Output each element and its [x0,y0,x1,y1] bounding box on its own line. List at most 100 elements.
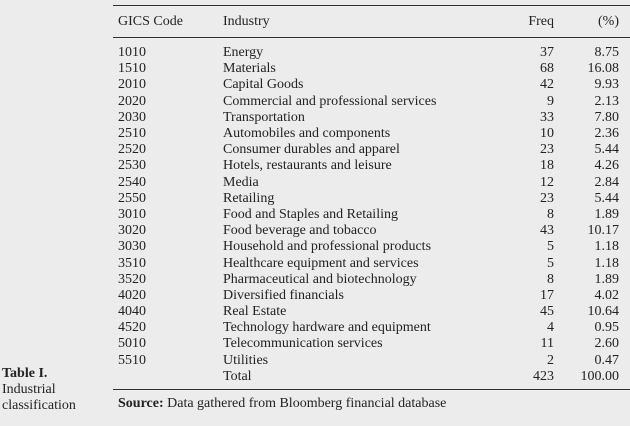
cell-percent: 4.26 [594,158,620,174]
table-row: 2510 Automobiles and components 10 2.36 [113,126,630,142]
cell-percent: 1.89 [594,206,620,222]
cell-code: 4040 [118,304,146,320]
header-gics-code: GICS Code [118,13,183,29]
cell-percent: 0.47 [594,352,620,368]
cell-percent: 1.89 [594,271,620,287]
cell-freq: 45 [540,304,554,320]
table-row: 3520 Pharmaceutical and biotechnology 8 … [113,272,630,288]
table-header: GICS Code Industry Freq (%) [113,6,630,37]
table-row: 2540 Media 12 2.84 [113,175,630,191]
cell-code: 3010 [118,206,146,222]
cell-industry: Automobiles and components [223,126,391,142]
cell-percent: 16.08 [587,61,620,77]
cell-code: 3510 [118,255,146,271]
table-row: 5510 Utilities 2 0.47 [113,353,630,369]
caption-line-1: Industrial [2,382,56,397]
table-row: 5010 Telecommunication services 11 2.60 [113,336,630,352]
table-row: 2530 Hotels, restaurants and leisure 18 … [113,158,630,174]
cell-percent: 10.64 [587,304,620,320]
header-industry: Industry [223,13,270,29]
bottom-rule [113,388,630,390]
cell-freq: 23 [540,142,554,158]
cell-freq: 4 [547,320,554,336]
table-row: 3510 Healthcare equipment and services 5… [113,255,630,271]
cell-code: 1010 [118,45,146,61]
cell-code: 2510 [118,126,146,142]
cell-freq: 43 [540,223,554,239]
cell-industry: Hotels, restaurants and leisure [223,158,392,174]
cell-industry: Materials [223,61,276,77]
source-note: Source: Data gathered from Bloomberg fin… [113,390,630,412]
table-row: 1510 Materials 68 16.08 [113,61,630,77]
header-percent: (%) [598,13,619,29]
cell-code: 2550 [118,190,146,206]
cell-percent: 10.17 [587,223,620,239]
cell-industry: Telecommunication services [223,336,383,352]
cell-percent: 2.60 [594,336,620,352]
cell-code: 5510 [118,352,146,368]
cell-percent: 9.93 [594,77,620,93]
cell-industry: Transportation [223,109,305,125]
top-rule [113,5,630,6]
table-row: 4020 Diversified financials 17 4.02 [113,288,630,304]
cell-freq: 37 [540,45,554,61]
header-rule [113,37,630,38]
cell-code: 2540 [118,174,146,190]
cell-freq: 9 [547,93,554,109]
cell-freq: 8 [547,271,554,287]
caption-title: Table I. [2,366,48,381]
cell-industry: Retailing [223,190,275,206]
cell-code: 5010 [118,336,146,352]
cell-percent: 0.95 [594,320,620,336]
cell-code: 2030 [118,109,146,125]
cell-code: 2520 [118,142,146,158]
cell-percent: 2.84 [594,174,620,190]
cell-percent: 8.75 [594,45,620,61]
cell-code: 2530 [118,158,146,174]
cell-code: 3030 [118,239,146,255]
cell-freq: 17 [540,287,554,303]
cell-freq: 42 [540,77,554,93]
table-row: 1010 Energy 37 8.75 [113,45,630,61]
cell-freq: 5 [547,239,554,255]
cell-percent: 1.18 [594,255,620,271]
table-row: 2010 Capital Goods 42 9.93 [113,77,630,93]
cell-industry: Energy [223,45,264,61]
cell-freq: 23 [540,190,554,206]
cell-freq: 68 [540,61,554,77]
table-row: 4040 Real Estate 45 10.64 [113,304,630,320]
caption-line-2: classification [2,398,76,413]
cell-percent: 7.80 [594,109,620,125]
cell-industry: Utilities [223,352,269,368]
cell-code: 3020 [118,223,146,239]
source-label: Source: [118,395,164,411]
cell-industry: Pharmaceutical and biotechnology [223,271,417,287]
cell-industry: Diversified financials [223,287,344,303]
cell-industry: Healthcare equipment and services [223,255,419,271]
cell-freq: 33 [540,109,554,125]
cell-freq: 11 [540,336,554,352]
cell-percent: 2.13 [594,93,620,109]
cell-percent: 2.36 [594,126,620,142]
cell-industry: Food beverage and tobacco [223,223,377,239]
cell-industry: Media [223,174,259,190]
table-body: 1010 Energy 37 8.75 1510 Materials 68 16… [113,38,630,389]
total-row: Total 423 100.00 [113,369,630,385]
table-row: 3010 Food and Staples and Retailing 8 1.… [113,207,630,223]
cell-freq: 2 [547,352,554,368]
table-row: 3020 Food beverage and tobacco 43 10.17 [113,223,630,239]
source-text: Data gathered from Bloomberg financial d… [167,395,447,411]
cell-percent: 4.02 [594,287,620,303]
cell-industry: Capital Goods [223,77,304,93]
table-row: 3030 Household and professional products… [113,239,630,255]
cell-freq: 10 [540,126,554,142]
cell-code: 2020 [118,93,146,109]
cell-percent: 1.18 [594,239,620,255]
cell-code: 1510 [118,61,146,77]
cell-freq: 5 [547,255,554,271]
cell-percent: 5.44 [594,190,620,206]
header-freq: Freq [528,13,554,29]
cell-industry: Food and Staples and Retailing [223,206,398,222]
table-row: 2020 Commercial and professional service… [113,94,630,110]
total-label: Total [223,368,252,384]
